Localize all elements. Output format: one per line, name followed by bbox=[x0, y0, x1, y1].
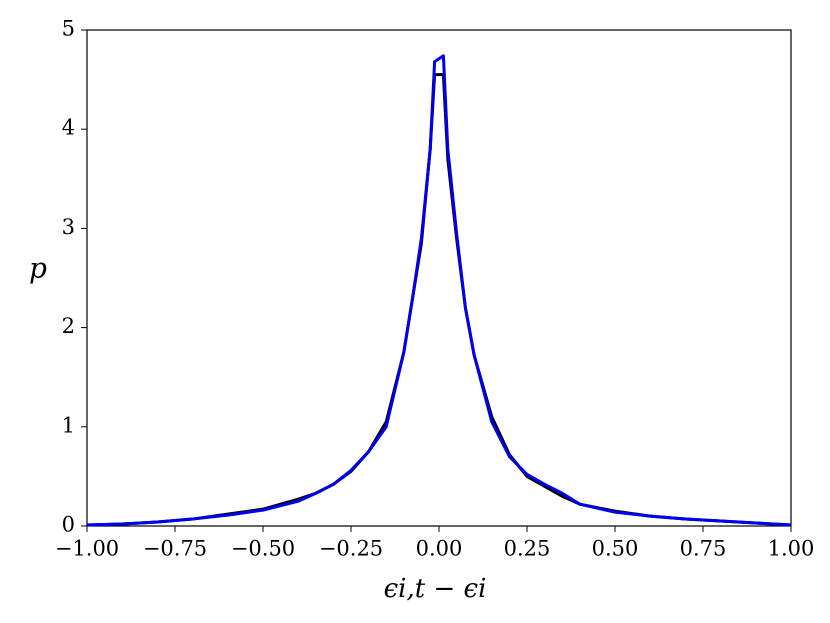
x-tick-label: 1.00 bbox=[768, 537, 815, 561]
x-tick-label: 0.00 bbox=[416, 537, 463, 561]
x-tick-label: −0.75 bbox=[143, 537, 207, 561]
y-tick-label: 4 bbox=[62, 116, 75, 140]
x-tick-label: −0.50 bbox=[231, 537, 295, 561]
y-axis-label: p bbox=[29, 252, 47, 285]
y-tick-label: 5 bbox=[62, 17, 75, 41]
y-tick-label: 0 bbox=[62, 513, 75, 537]
data-line bbox=[86, 54, 792, 527]
plot-frame bbox=[86, 29, 792, 527]
data-line bbox=[86, 73, 792, 527]
x-tick-label: −1.00 bbox=[55, 537, 119, 561]
x-tick-label: 0.50 bbox=[592, 537, 639, 561]
x-axis-label: ϵi,t − ϵi bbox=[384, 574, 487, 604]
y-tick-label: 1 bbox=[62, 413, 75, 437]
x-tick-label: −0.25 bbox=[319, 537, 383, 561]
x-tick-label: 0.25 bbox=[504, 537, 551, 561]
y-tick-label: 2 bbox=[62, 314, 75, 338]
y-tick-label: 3 bbox=[62, 215, 75, 239]
x-tick-label: 0.75 bbox=[680, 537, 727, 561]
